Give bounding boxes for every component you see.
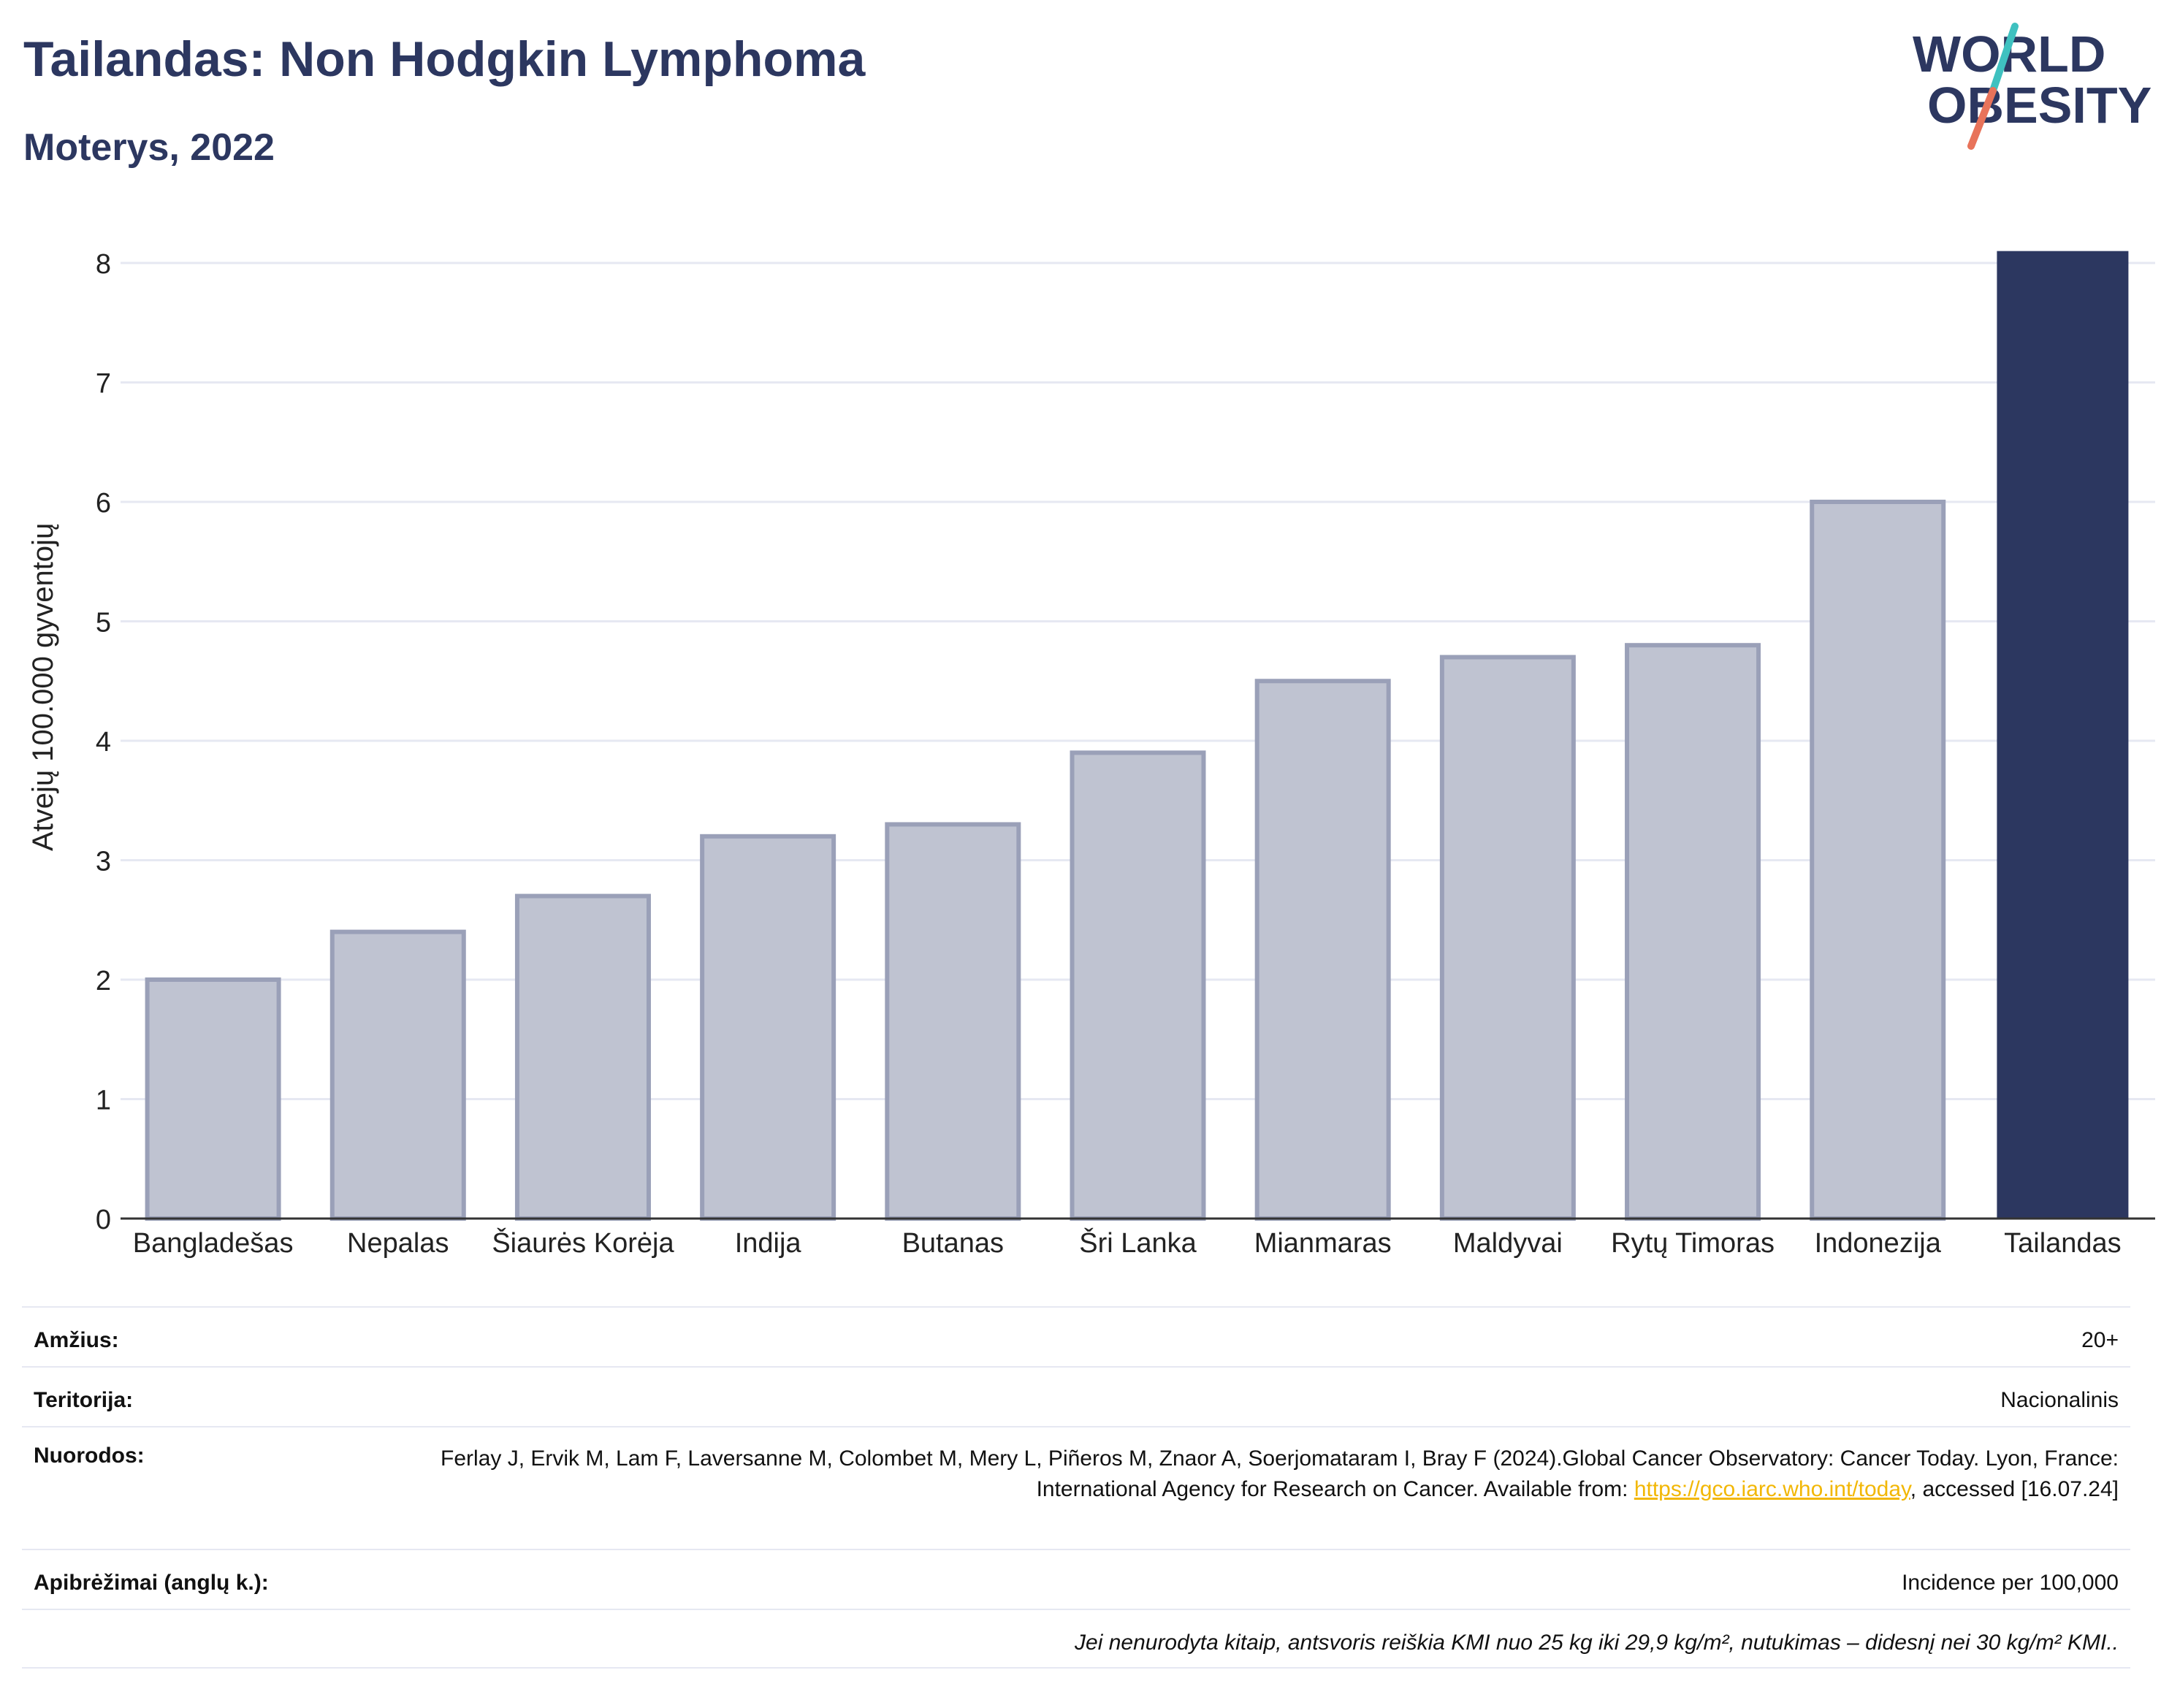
references-text-main: Ferlay J, Ervik M, Lam F, Laversanne M, … bbox=[441, 1446, 2119, 1501]
x-tick-label: Maldyvai bbox=[1453, 1228, 1563, 1259]
y-tick-label: 8 bbox=[96, 249, 111, 280]
y-tick-label: 0 bbox=[96, 1205, 111, 1235]
y-tick-label: 7 bbox=[96, 369, 111, 400]
info-row-age: Amžius: 20+ bbox=[22, 1306, 2130, 1366]
y-tick-label: 4 bbox=[96, 727, 111, 758]
age-label: Amžius: bbox=[34, 1328, 119, 1352]
definitions-value: Incidence per 100,000 bbox=[1902, 1571, 2119, 1595]
y-axis-title: Atvejų 100.000 gyventojų bbox=[27, 523, 59, 851]
territory-value: Nacionalinis bbox=[2000, 1388, 2119, 1412]
definitions-label: Apibrėžimai (anglų k.): bbox=[34, 1571, 269, 1595]
references-link[interactable]: https://gco.iarc.who.int/today bbox=[1634, 1477, 1910, 1501]
x-tick-label: Indonezija bbox=[1815, 1228, 1942, 1259]
x-tick-label: Šiaurės Korėja bbox=[492, 1227, 674, 1259]
bar-2 bbox=[514, 893, 651, 1221]
bars bbox=[145, 251, 2129, 1221]
y-tick-label: 2 bbox=[96, 966, 111, 996]
bar-8 bbox=[1625, 643, 1761, 1221]
x-tick-label: Šri Lanka bbox=[1079, 1227, 1197, 1259]
bar-6 bbox=[1254, 679, 1391, 1221]
references-text-end: , accessed [16.07.24] bbox=[1910, 1477, 2119, 1501]
x-tick-label: Bangladešas bbox=[133, 1228, 294, 1259]
bar-9 bbox=[1810, 500, 1946, 1221]
world-obesity-logo: WORLD OBESITY bbox=[1913, 23, 2152, 150]
chart-title: Tailandas: Non Hodgkin Lymphoma bbox=[23, 31, 866, 87]
y-tick-label: 1 bbox=[96, 1086, 111, 1116]
bar-1 bbox=[329, 929, 466, 1221]
logo-slash-teal bbox=[1989, 23, 2019, 94]
x-tick-label: Mianmaras bbox=[1254, 1228, 1392, 1259]
chart-subtitle: Moterys, 2022 bbox=[23, 126, 275, 169]
x-tick-label: Indija bbox=[735, 1228, 802, 1259]
y-tick-label: 6 bbox=[96, 488, 111, 519]
territory-label: Teritorija: bbox=[34, 1388, 134, 1412]
bar-4 bbox=[885, 822, 1021, 1221]
references-text: Ferlay J, Ervik M, Lam F, Laversanne M, … bbox=[438, 1444, 2119, 1505]
info-row-note: Jei nenurodyta kitaip, antsvoris reiškia… bbox=[22, 1609, 2130, 1669]
info-row-definitions: Apibrėžimai (anglų k.): Incidence per 10… bbox=[22, 1549, 2130, 1609]
x-tick-labels: Bangladešas Nepalas Šiaurės Korėja Indija Bu… bbox=[133, 1227, 2122, 1259]
bar-5 bbox=[1070, 750, 1206, 1221]
references-label: Nuorodos: bbox=[34, 1444, 145, 1468]
y-tick-label: 3 bbox=[96, 847, 111, 877]
x-tick-label: Butanas bbox=[902, 1228, 1004, 1259]
info-row-references: Nuorodos: Ferlay J, Ervik M, Lam F, Lave… bbox=[22, 1426, 2130, 1549]
x-tick-label: Rytų Timoras bbox=[1611, 1228, 1775, 1259]
x-tick-label: Nepalas bbox=[347, 1228, 449, 1259]
logo-line-obesity: OBESITY bbox=[1927, 77, 2152, 134]
info-row-territory: Teritorija: Nacionalinis bbox=[22, 1366, 2130, 1426]
info-table: Amžius: 20+ Teritorija: Nacionalinis Nuo… bbox=[22, 1306, 2130, 1669]
bar-3 bbox=[700, 834, 836, 1221]
bar-chart: 0 1 2 3 4 5 6 7 8 Bangladešas Nepalas Šiaurės Korė… bbox=[27, 249, 2155, 1259]
y-tick-label: 5 bbox=[96, 608, 111, 638]
logo-slash-coral bbox=[1967, 87, 1997, 150]
age-value: 20+ bbox=[2081, 1328, 2119, 1352]
bar-10 bbox=[1997, 251, 2129, 1219]
bar-0 bbox=[145, 977, 281, 1221]
obesity-definition-note: Jei nenurodyta kitaip, antsvoris reiškia… bbox=[1075, 1631, 2119, 1655]
bar-7 bbox=[1439, 655, 1576, 1221]
y-tick-labels: 0 1 2 3 4 5 6 7 8 bbox=[96, 249, 111, 1235]
x-tick-label: Tailandas bbox=[2004, 1228, 2122, 1259]
